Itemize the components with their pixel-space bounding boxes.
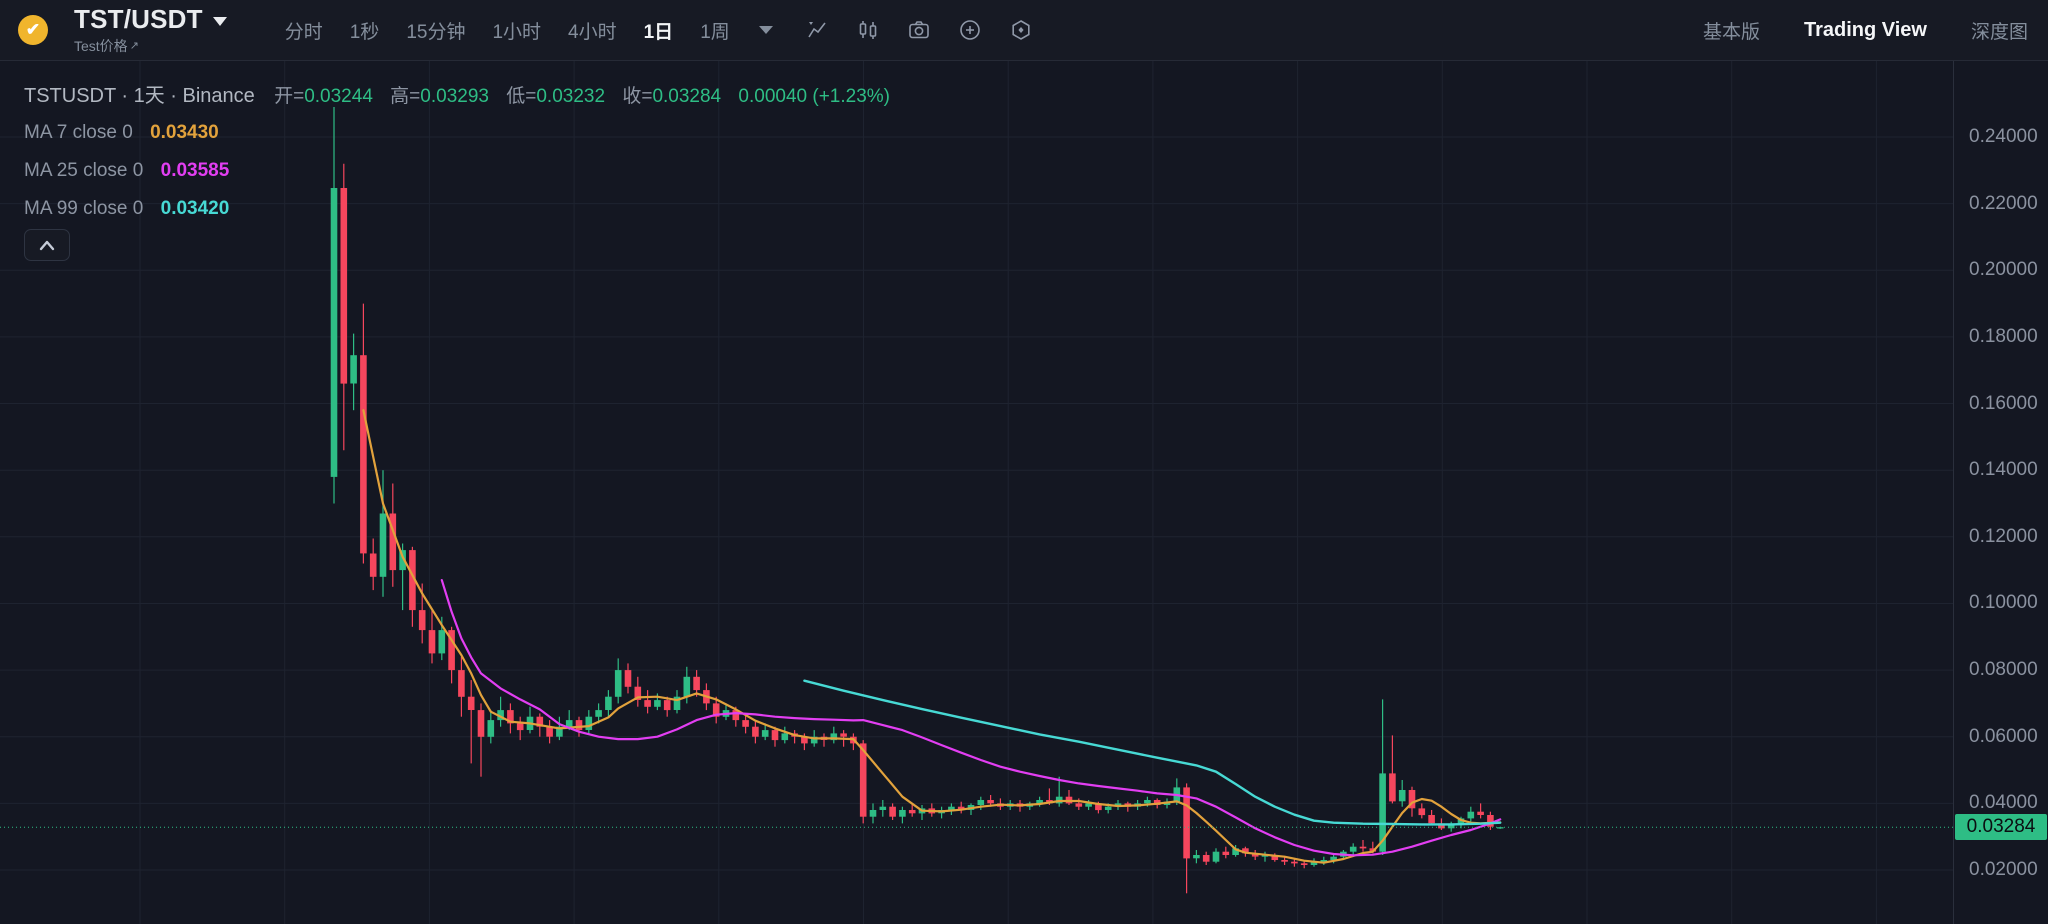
price-tick-label: 0.04000 — [1969, 792, 2038, 814]
ma-legend-label-2: MA 99 close 0 — [24, 198, 144, 219]
change-value: 0.00040 (+1.23%) — [738, 86, 890, 107]
price-tick-label: 0.14000 — [1969, 459, 2038, 481]
chart-style-icon[interactable] — [805, 18, 829, 42]
price-tick-label: 0.02000 — [1969, 858, 2038, 880]
candlestick-chart-icon[interactable] — [856, 18, 880, 42]
timeframe-button-selected[interactable]: 1日 — [643, 21, 674, 43]
ma-99-line — [803, 679, 1502, 826]
price-tick-label: 0.20000 — [1969, 259, 2038, 281]
ma-legend-row-7[interactable]: MA 7 close 0 0.03430 — [24, 122, 219, 144]
tab-basic-version[interactable]: 基本版 — [1702, 21, 1760, 43]
current-price-text: 0.03284 — [1966, 816, 2036, 838]
timeframe-button-3[interactable]: 1小时 — [492, 21, 542, 43]
binance-logo-icon[interactable]: ✔ — [18, 15, 48, 45]
price-tick-label: 0.08000 — [1969, 659, 2038, 681]
price-tick-label: 0.16000 — [1969, 392, 2038, 414]
symbol-selector[interactable]: TST/USDT — [74, 4, 227, 35]
low-value: 0.03232 — [536, 86, 606, 107]
timeframe-button-2[interactable]: 15分钟 — [406, 21, 466, 43]
external-link-icon: ↗ — [129, 40, 139, 52]
chevron-up-icon — [39, 240, 55, 251]
candlestick-chart[interactable] — [0, 61, 2048, 924]
chart-info-line: TSTUSDT · 1天 · Binance 开=0.03244 高=0.032… — [24, 79, 890, 108]
camera-icon[interactable] — [907, 18, 931, 42]
open-value: 0.03244 — [304, 86, 373, 107]
close-label: 收= — [622, 86, 653, 107]
gridlines — [0, 61, 1953, 924]
ma-legend-value-0: 0.03430 — [150, 122, 219, 143]
symbol-title: TST/USDT — [74, 4, 203, 34]
price-tick-label: 0.24000 — [1969, 126, 2038, 147]
plus-circle-icon[interactable] — [958, 18, 982, 42]
timeframe-button-4[interactable]: 4小时 — [568, 21, 617, 43]
timeframe-button-0[interactable]: 分时 — [284, 21, 323, 43]
ma-legend-label-1: MA 25 close 0 — [24, 160, 144, 181]
symbol-block: TST/USDT Test价格 ↗ — [74, 4, 227, 56]
ma-legend-value-1: 0.03585 — [160, 160, 230, 181]
chart-mode-tabs: 基本版 Trading View 深度图 — [1703, 17, 2034, 44]
tab-trading-view[interactable]: Trading View — [1803, 18, 1927, 41]
candles — [330, 107, 1504, 894]
close-value: 0.03284 — [652, 86, 722, 107]
chart-area: TSTUSDT · 1天 · Binance 开=0.03244 高=0.032… — [0, 61, 2048, 924]
chevron-down-icon — [212, 16, 227, 26]
top-bar: ✔ TST/USDT Test价格 ↗ 分时 1秒 15分钟 1小时 4小时 1日… — [0, 0, 2048, 61]
low-label: 低= — [506, 86, 537, 107]
hexagon-indicator-icon[interactable] — [1009, 18, 1033, 42]
ma-legend-row-99[interactable]: MA 99 close 0 0.03420 — [24, 198, 229, 220]
high-label: 高= — [390, 86, 421, 107]
timeframe-more-chevron-icon[interactable] — [758, 26, 773, 34]
price-tick-label: 0.12000 — [1969, 525, 2038, 547]
chart-toolbar-icons — [805, 18, 1033, 42]
ma-7-line — [362, 409, 1502, 864]
ma-legend-row-25[interactable]: MA 25 close 0 0.03585 — [24, 160, 229, 182]
price-tick-label: 0.22000 — [1969, 192, 2038, 214]
symbol-subtitle-link[interactable]: Test价格 ↗ — [74, 36, 227, 56]
collapse-legend-button[interactable] — [24, 229, 70, 261]
high-value: 0.03293 — [420, 86, 489, 107]
price-tick-label: 0.10000 — [1969, 592, 2038, 614]
current-price-badge: 0.03284 — [1955, 814, 2047, 841]
chart-title: TSTUSDT · 1天 · Binance — [24, 85, 255, 107]
price-axis[interactable]: 0.24000 0.22000 0.20000 0.18000 0.16000 0.140… — [1953, 61, 2048, 924]
price-tick-label: 0.06000 — [1969, 725, 2038, 747]
ma-25-line — [440, 579, 1502, 857]
timeframe-button-6[interactable]: 1周 — [700, 21, 730, 43]
open-label: 开= — [274, 86, 305, 107]
ma-legend-label-0: MA 7 close 0 — [24, 122, 133, 143]
ma-legend-value-2: 0.03420 — [160, 198, 230, 219]
symbol-subtitle: Test价格 — [74, 38, 128, 54]
timeframe-toolbar: 分时 1秒 15分钟 1小时 4小时 1日 1周 — [285, 17, 773, 44]
tab-depth-chart[interactable]: 深度图 — [1970, 21, 2028, 43]
timeframe-button-1[interactable]: 1秒 — [349, 21, 380, 43]
price-tick-label: 0.18000 — [1969, 325, 2038, 347]
